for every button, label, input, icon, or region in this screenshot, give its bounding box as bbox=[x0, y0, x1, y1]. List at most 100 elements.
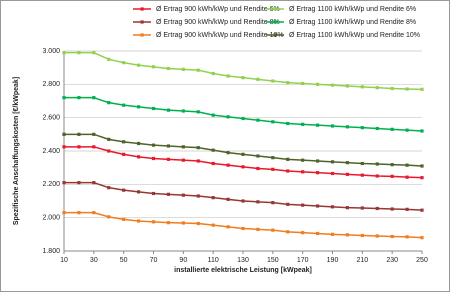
point bbox=[286, 157, 290, 161]
point bbox=[196, 146, 200, 150]
point bbox=[136, 155, 141, 159]
point bbox=[136, 63, 141, 67]
point bbox=[360, 173, 364, 177]
point bbox=[315, 231, 320, 236]
point bbox=[271, 156, 275, 160]
point bbox=[301, 81, 305, 86]
point bbox=[256, 154, 260, 158]
point bbox=[301, 203, 305, 207]
point bbox=[256, 227, 260, 231]
point bbox=[92, 51, 96, 55]
point bbox=[211, 113, 215, 117]
point bbox=[390, 127, 394, 131]
point bbox=[286, 230, 290, 234]
point bbox=[271, 167, 275, 171]
point bbox=[345, 161, 350, 165]
legend-label: Ø Ertrag 900 kWh/kWp und Rendite 8% bbox=[156, 19, 280, 26]
point bbox=[420, 129, 424, 133]
point bbox=[181, 145, 185, 149]
point bbox=[330, 83, 335, 87]
point bbox=[62, 145, 66, 149]
point bbox=[196, 110, 200, 114]
legend-marker bbox=[273, 33, 277, 37]
point bbox=[420, 236, 424, 240]
point bbox=[77, 132, 81, 136]
point bbox=[166, 66, 171, 71]
point bbox=[196, 194, 200, 198]
point bbox=[62, 96, 66, 100]
point bbox=[420, 164, 424, 168]
point bbox=[136, 105, 141, 109]
point bbox=[107, 57, 111, 61]
legend-label: Ø Ertrag 1100 kWh/kWp und Rendite 6% bbox=[289, 6, 416, 13]
point bbox=[420, 176, 424, 180]
point bbox=[241, 199, 245, 203]
point bbox=[405, 128, 409, 132]
point bbox=[181, 67, 185, 71]
point bbox=[345, 172, 350, 176]
point bbox=[256, 166, 260, 171]
point bbox=[226, 74, 230, 78]
x-tick-label: 150 bbox=[267, 257, 279, 264]
point bbox=[107, 149, 111, 153]
x-tick-label: 250 bbox=[416, 257, 428, 264]
legend-marker bbox=[140, 7, 144, 11]
point bbox=[181, 158, 185, 162]
point bbox=[271, 120, 275, 124]
point bbox=[166, 192, 171, 196]
legend-marker bbox=[273, 20, 277, 24]
point bbox=[151, 143, 156, 147]
point bbox=[136, 190, 141, 194]
point bbox=[226, 163, 230, 167]
point bbox=[122, 188, 126, 192]
point bbox=[330, 232, 335, 236]
point bbox=[107, 186, 111, 190]
point bbox=[226, 225, 230, 229]
point bbox=[286, 202, 290, 206]
point bbox=[256, 200, 260, 204]
point bbox=[241, 152, 245, 156]
y-tick-label: 1.800 bbox=[42, 248, 60, 255]
point bbox=[226, 151, 230, 155]
point bbox=[405, 163, 409, 167]
point bbox=[405, 235, 409, 239]
point bbox=[345, 206, 350, 210]
point bbox=[211, 71, 215, 76]
y-tick-label: 2.600 bbox=[42, 115, 60, 122]
x-tick-label: 170 bbox=[297, 257, 309, 264]
point bbox=[241, 76, 245, 80]
point bbox=[345, 84, 350, 88]
point bbox=[375, 174, 379, 178]
point bbox=[77, 181, 81, 185]
y-tick-label: 2.400 bbox=[42, 148, 60, 155]
point bbox=[77, 51, 81, 55]
legend-label: Ø Ertrag 1100 kWh/kWp und Rendite 8% bbox=[289, 19, 416, 26]
point bbox=[271, 228, 275, 232]
x-tick-label: 70 bbox=[150, 257, 158, 264]
point bbox=[375, 86, 379, 90]
point bbox=[405, 175, 409, 179]
point bbox=[360, 206, 364, 210]
point bbox=[271, 201, 275, 205]
point bbox=[345, 233, 350, 237]
point bbox=[271, 79, 275, 83]
point bbox=[330, 160, 335, 164]
legend-label: Ø Ertrag 900 kWh/kWp und Rendite 6% bbox=[156, 6, 280, 13]
point bbox=[241, 165, 245, 169]
point bbox=[92, 132, 96, 136]
point bbox=[136, 141, 141, 146]
point bbox=[107, 101, 111, 105]
point bbox=[375, 206, 379, 211]
point bbox=[301, 170, 305, 174]
point bbox=[92, 96, 96, 100]
point bbox=[360, 126, 364, 130]
x-tick-label: 10 bbox=[60, 257, 68, 264]
point bbox=[107, 137, 111, 141]
point bbox=[256, 118, 260, 122]
point bbox=[211, 161, 215, 166]
point bbox=[315, 171, 320, 175]
point bbox=[286, 121, 290, 126]
point bbox=[122, 217, 126, 221]
y-tick-label: 2.000 bbox=[42, 215, 60, 222]
point bbox=[360, 233, 364, 238]
